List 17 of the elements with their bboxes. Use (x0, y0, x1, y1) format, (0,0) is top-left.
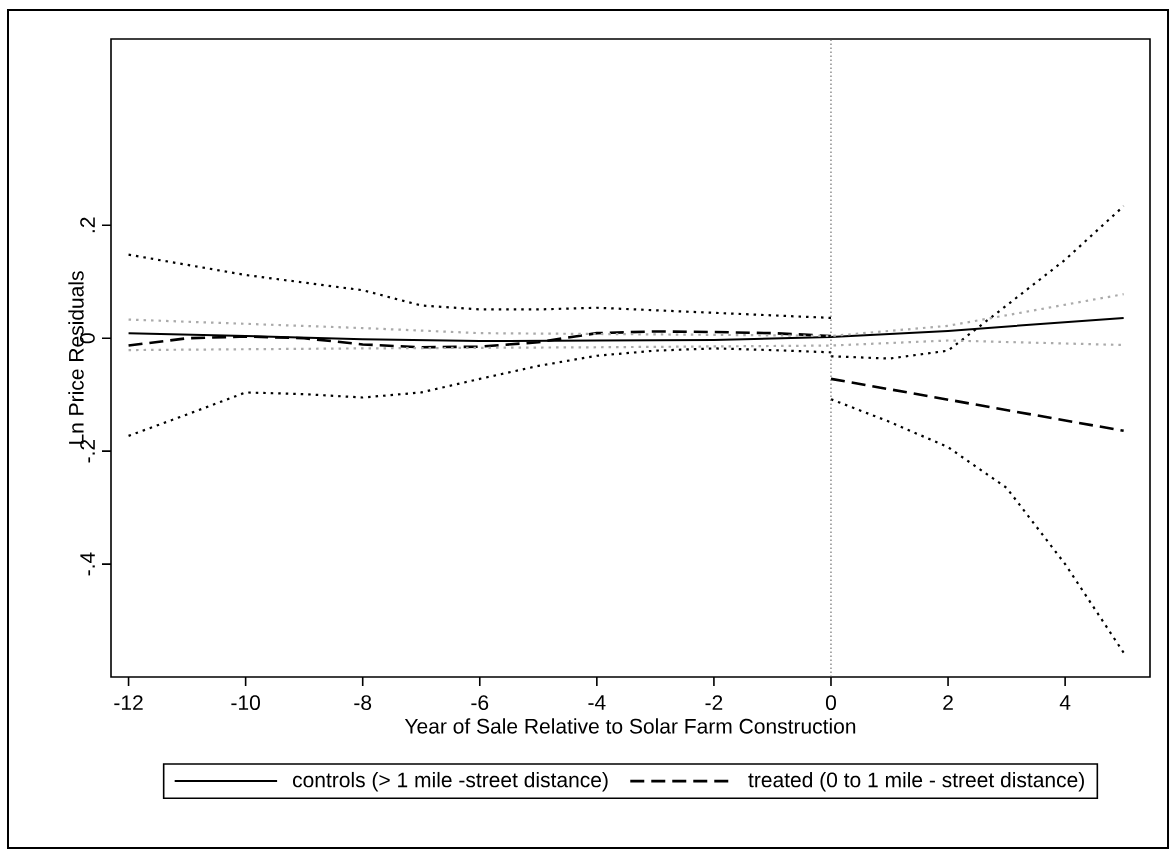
line-series (127, 293, 1125, 338)
x-tick-label: 2 (943, 695, 953, 710)
y-tick-label: -.4 (80, 552, 95, 576)
x-tick-label: -12 (114, 695, 143, 710)
line-series (829, 398, 1125, 654)
line-series (127, 253, 833, 319)
x-tick-label: 4 (1059, 695, 1071, 710)
y-tick-label: .2 (80, 217, 95, 233)
x-tick-label: -6 (471, 695, 489, 711)
x-tick-label: -2 (705, 695, 723, 710)
x-axis-title: Year of Sale Relative to Solar Farm Construction (404, 718, 856, 734)
legend-label: treated (0 to 1 mile - street distance) (748, 771, 1084, 792)
x-tick-label: -4 (588, 695, 606, 710)
x-tick-label: -8 (354, 695, 372, 711)
legend-label: controls (> 1 mile -street distance) (293, 771, 608, 792)
x-tick-label: 0 (825, 695, 836, 711)
x-tick-label: -10 (231, 695, 260, 711)
